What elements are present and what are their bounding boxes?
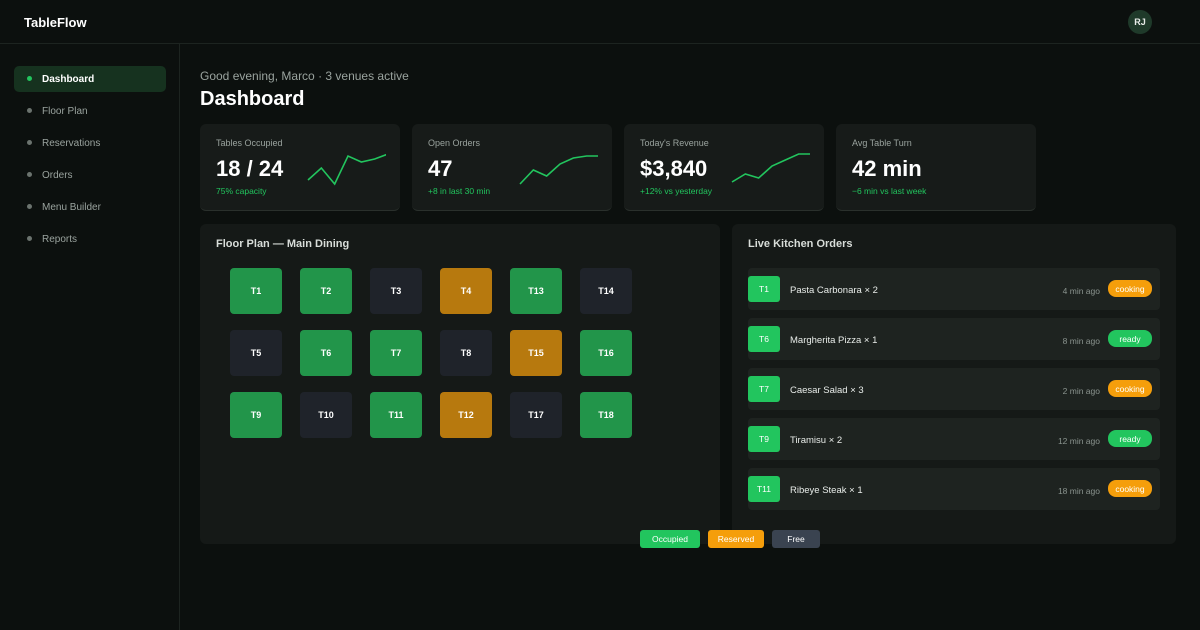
table-tile-t7[interactable]: T7 [370, 330, 422, 376]
sidebar-item-floor-plan[interactable]: Floor Plan [14, 98, 166, 124]
order-time: 12 min ago [1057, 436, 1100, 446]
order-table-badge: T6 [748, 326, 780, 352]
order-item-name: Margherita Pizza × 1 [790, 335, 878, 346]
table-tile-t1[interactable]: T1 [230, 268, 282, 314]
stat-delta: +12% vs yesterday [640, 186, 713, 196]
order-table-badge: T7 [748, 376, 780, 402]
order-status-badge[interactable]: cooking [1108, 380, 1152, 397]
order-status-badge[interactable]: ready [1108, 430, 1152, 447]
legend-chip-free: Free [772, 530, 820, 548]
nav-dot-icon [27, 139, 32, 145]
nav-dot-icon [27, 203, 32, 209]
sparkline-chart [307, 153, 386, 186]
stat-delta: −6 min vs last week [852, 186, 927, 196]
order-time: 8 min ago [1062, 336, 1100, 346]
order-item-name: Pasta Carbonara × 2 [790, 285, 878, 296]
table-tile-t9[interactable]: T9 [230, 392, 282, 438]
order-row[interactable]: T1 Pasta Carbonara × 2 4 min ago cooking [748, 268, 1160, 310]
sidebar-item-label: Floor Plan [42, 105, 88, 117]
order-time: 18 min ago [1057, 486, 1100, 496]
order-item-name: Caesar Salad × 3 [790, 385, 864, 396]
order-item-name: Tiramisu × 2 [790, 435, 843, 446]
table-tile-t11[interactable]: T11 [370, 392, 422, 438]
table-tile-t17[interactable]: T17 [510, 392, 562, 438]
sparkline-line [307, 153, 386, 186]
nav-dot-icon [27, 171, 32, 177]
order-row[interactable]: T9 Tiramisu × 2 12 min ago ready [748, 418, 1160, 460]
sidebar-item-dashboard[interactable]: Dashboard [14, 66, 166, 92]
table-tile-t5[interactable]: T5 [230, 330, 282, 376]
sidebar-item-reservations[interactable]: Reservations [14, 130, 166, 156]
table-tile-t3[interactable]: T3 [370, 268, 422, 314]
table-tile-t10[interactable]: T10 [300, 392, 352, 438]
app-logo[interactable]: TableFlow [24, 15, 87, 30]
sidebar-item-label: Dashboard [42, 73, 95, 85]
order-row[interactable]: T11 Ribeye Steak × 1 18 min ago cooking [748, 468, 1160, 510]
kitchen-orders-panel: Live Kitchen Orders T1 Pasta Carbonara × … [732, 224, 1176, 544]
order-table-badge: T1 [748, 276, 780, 302]
stat-label: Today's Revenue [640, 138, 709, 148]
table-tile-t16[interactable]: T16 [580, 330, 632, 376]
nav-dot-icon [27, 107, 32, 113]
order-status-badge[interactable]: cooking [1108, 280, 1152, 297]
table-tile-t15[interactable]: T15 [510, 330, 562, 376]
nav-dot-icon [27, 235, 32, 241]
stat-card-avg-table-turn[interactable]: Avg Table Turn 42 min −6 min vs last wee… [836, 124, 1036, 211]
table-tile-t8[interactable]: T8 [440, 330, 492, 376]
sidebar-item-orders[interactable]: Orders [14, 162, 166, 188]
top-bar: TableFlow RJ [0, 0, 1200, 44]
stat-delta: 75% capacity [216, 186, 267, 196]
nav-dot-icon [27, 75, 32, 81]
stat-label: Tables Occupied [216, 138, 283, 148]
user-avatar[interactable]: RJ [1128, 10, 1152, 34]
order-table-badge: T11 [748, 476, 780, 502]
order-item-name: Ribeye Steak × 1 [790, 485, 863, 496]
order-row[interactable]: T6 Margherita Pizza × 1 8 min ago ready [748, 318, 1160, 360]
page-title: Dashboard [200, 88, 305, 110]
sidebar-item-label: Menu Builder [42, 201, 101, 213]
table-tile-t13[interactable]: T13 [510, 268, 562, 314]
stat-label: Avg Table Turn [852, 138, 912, 148]
sidebar: Dashboard Floor Plan Reservations Orders… [0, 44, 180, 630]
order-time: 2 min ago [1062, 386, 1100, 396]
table-tile-t12[interactable]: T12 [440, 392, 492, 438]
panel-title: Floor Plan — Main Dining [216, 238, 350, 250]
sidebar-item-label: Reports [42, 233, 78, 245]
stat-card-revenue[interactable]: Today's Revenue $3,840 +12% vs yesterday [624, 124, 824, 211]
table-tile-t2[interactable]: T2 [300, 268, 352, 314]
table-tile-t6[interactable]: T6 [300, 330, 352, 376]
order-table-badge: T9 [748, 426, 780, 452]
order-row[interactable]: T7 Caesar Salad × 3 2 min ago cooking [748, 368, 1160, 410]
floor-plan-panel: Floor Plan — Main Dining T1 T2 T3 T4 T13 T14 T… [200, 224, 720, 544]
order-status-badge[interactable]: ready [1108, 330, 1152, 347]
legend-chip-occupied: Occupied [640, 530, 700, 548]
stat-value: 47 [428, 156, 453, 181]
sidebar-item-label: Orders [42, 169, 73, 181]
table-tile-t14[interactable]: T14 [580, 268, 632, 314]
stat-value: 18 / 24 [216, 156, 284, 181]
sidebar-item-reports[interactable]: Reports [14, 226, 166, 252]
order-status-badge[interactable]: cooking [1108, 480, 1152, 497]
panel-title: Live Kitchen Orders [748, 238, 853, 250]
stat-delta: +8 in last 30 min [428, 186, 491, 196]
table-tile-t18[interactable]: T18 [580, 392, 632, 438]
sparkline-line [519, 155, 598, 185]
greeting-text: Good evening, Marco · 3 venues active [200, 69, 409, 83]
stat-card-open-orders[interactable]: Open Orders 47 +8 in last 30 min [412, 124, 612, 211]
sidebar-item-menu-builder[interactable]: Menu Builder [14, 194, 166, 220]
stat-value: $3,840 [640, 156, 708, 181]
table-tile-t4[interactable]: T4 [440, 268, 492, 314]
sparkline-line [731, 153, 810, 183]
sidebar-item-label: Reservations [42, 137, 101, 149]
stat-card-tables-occupied[interactable]: Tables Occupied 18 / 24 75% capacity [200, 124, 400, 211]
legend-chip-reserved: Reserved [708, 530, 764, 548]
sparkline-chart [519, 155, 598, 185]
sparkline-chart [731, 153, 810, 183]
order-time: 4 min ago [1062, 286, 1100, 296]
stat-value: 42 min [852, 156, 922, 181]
stat-label: Open Orders [428, 138, 481, 148]
